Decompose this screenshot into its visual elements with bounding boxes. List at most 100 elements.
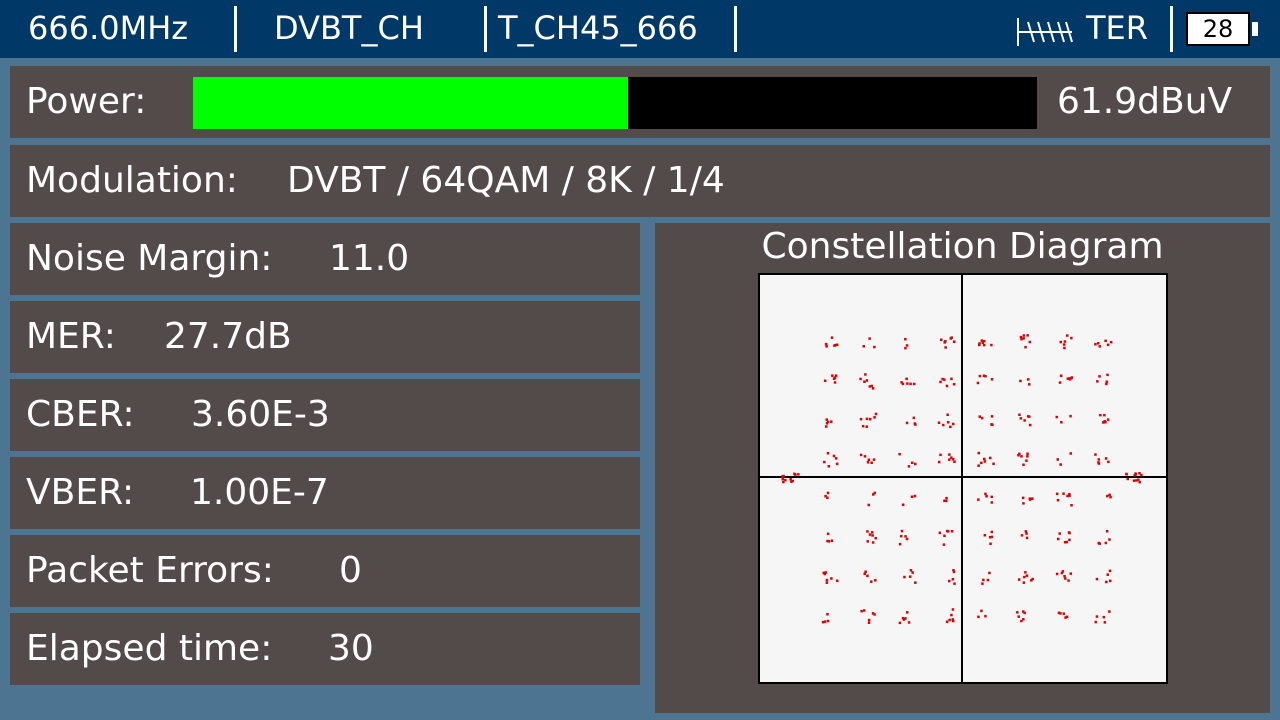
constellation-point (1056, 498, 1060, 502)
constellation-point (1057, 537, 1060, 541)
vber-value: 1.00E-7 (190, 472, 329, 513)
constellation-point (952, 422, 955, 426)
constellation-point (914, 423, 917, 426)
constellation-point (1024, 571, 1027, 574)
constellation-point (1068, 494, 1071, 497)
constellation-point (951, 618, 954, 621)
constellation-point (1066, 377, 1070, 380)
constellation-point (937, 460, 941, 464)
constellation-point (867, 618, 871, 622)
constellation-point (824, 494, 827, 498)
battery-tip (1252, 22, 1258, 36)
constellation-point (1060, 421, 1063, 424)
constellation-point (901, 616, 905, 620)
constellation-point (863, 380, 866, 383)
constellation-point (1022, 618, 1025, 621)
constellation-point (909, 575, 912, 578)
constellation-point (980, 461, 983, 465)
constellation-point (1103, 420, 1106, 423)
elapsed-time-label: Elapsed time: (26, 628, 273, 669)
constellation-point (1070, 336, 1073, 340)
constellation-point (937, 421, 941, 424)
constellation-point (781, 475, 785, 478)
constellation-point (797, 473, 800, 476)
constellation-point (791, 479, 794, 483)
constellation-point (867, 458, 871, 461)
constellation-point (911, 571, 914, 574)
constellation-point (912, 416, 916, 420)
constellation-point (941, 377, 944, 381)
constellation-point (990, 535, 994, 539)
constellation-point (904, 337, 907, 341)
constellation-point (990, 423, 993, 426)
constellation-point (789, 477, 792, 481)
constellation-point (990, 415, 994, 418)
constellation-point (790, 480, 793, 483)
constellation-point (825, 578, 829, 582)
constellation-point (976, 381, 980, 385)
constellation-point (1061, 570, 1065, 573)
constellation-point (864, 373, 867, 376)
mer-panel: MER: 27.7dB (10, 301, 640, 373)
constellation-point (992, 462, 995, 465)
constellation-point (990, 378, 994, 381)
constellation-point (984, 492, 987, 496)
constellation-point (901, 503, 905, 506)
constellation-point (865, 417, 869, 421)
constellation-point (1031, 577, 1034, 581)
constellation-point (826, 452, 830, 455)
constellation-point (980, 339, 984, 342)
constellation-point (1062, 612, 1066, 615)
constellation-point (952, 569, 955, 572)
constellation-plot (758, 273, 1168, 684)
constellation-point (906, 611, 909, 614)
constellation-point (1031, 497, 1034, 500)
constellation-point (984, 375, 987, 378)
constellation-point (1069, 414, 1072, 418)
constellation-point (825, 425, 828, 428)
constellation-point (826, 619, 830, 623)
constellation-point (1018, 452, 1021, 456)
channel-name: T_CH45_666 (498, 9, 698, 47)
packet-errors-label: Packet Errors: (26, 550, 274, 591)
constellation-point (866, 461, 870, 464)
constellation-point (1094, 343, 1097, 346)
constellation-point (860, 609, 863, 613)
constellation-point (1017, 454, 1020, 457)
constellation-point (1025, 574, 1029, 577)
modulation-panel: Modulation: DVBT / 64QAM / 8K / 1/4 (10, 145, 1270, 217)
constellation-point (824, 571, 828, 574)
constellation-point (1106, 573, 1109, 576)
constellation-point (977, 451, 980, 455)
constellation-point (1104, 457, 1108, 460)
constellation-point (914, 462, 917, 466)
constellation-point (830, 539, 834, 542)
constellation-point (1066, 494, 1069, 498)
constellation-points (781, 334, 1143, 625)
constellation-point (1024, 345, 1027, 349)
constellation-point (824, 342, 828, 346)
constellation-point (898, 621, 902, 625)
constellation-point (1030, 579, 1033, 582)
mer-value: 27.7dB (164, 316, 292, 357)
constellation-point (1106, 343, 1110, 347)
constellation-point (942, 543, 946, 546)
constellation-point (980, 609, 983, 613)
constellation-point (905, 421, 909, 425)
constellation-point (1106, 418, 1110, 421)
constellation-point (983, 343, 986, 347)
elapsed-time-panel: Elapsed time: 30 (10, 613, 640, 685)
constellation-point (898, 452, 901, 456)
constellation-point (782, 480, 785, 484)
constellation-point (781, 477, 784, 481)
divider (484, 6, 487, 52)
constellation-point (834, 374, 838, 377)
constellation-point (1024, 530, 1028, 533)
constellation-point (826, 420, 830, 424)
constellation-point (866, 540, 869, 543)
constellation-point (823, 572, 827, 576)
constellation-point (953, 582, 956, 585)
constellation-point (900, 534, 903, 538)
constellation-point (1104, 541, 1108, 545)
constellation-point (978, 343, 981, 347)
